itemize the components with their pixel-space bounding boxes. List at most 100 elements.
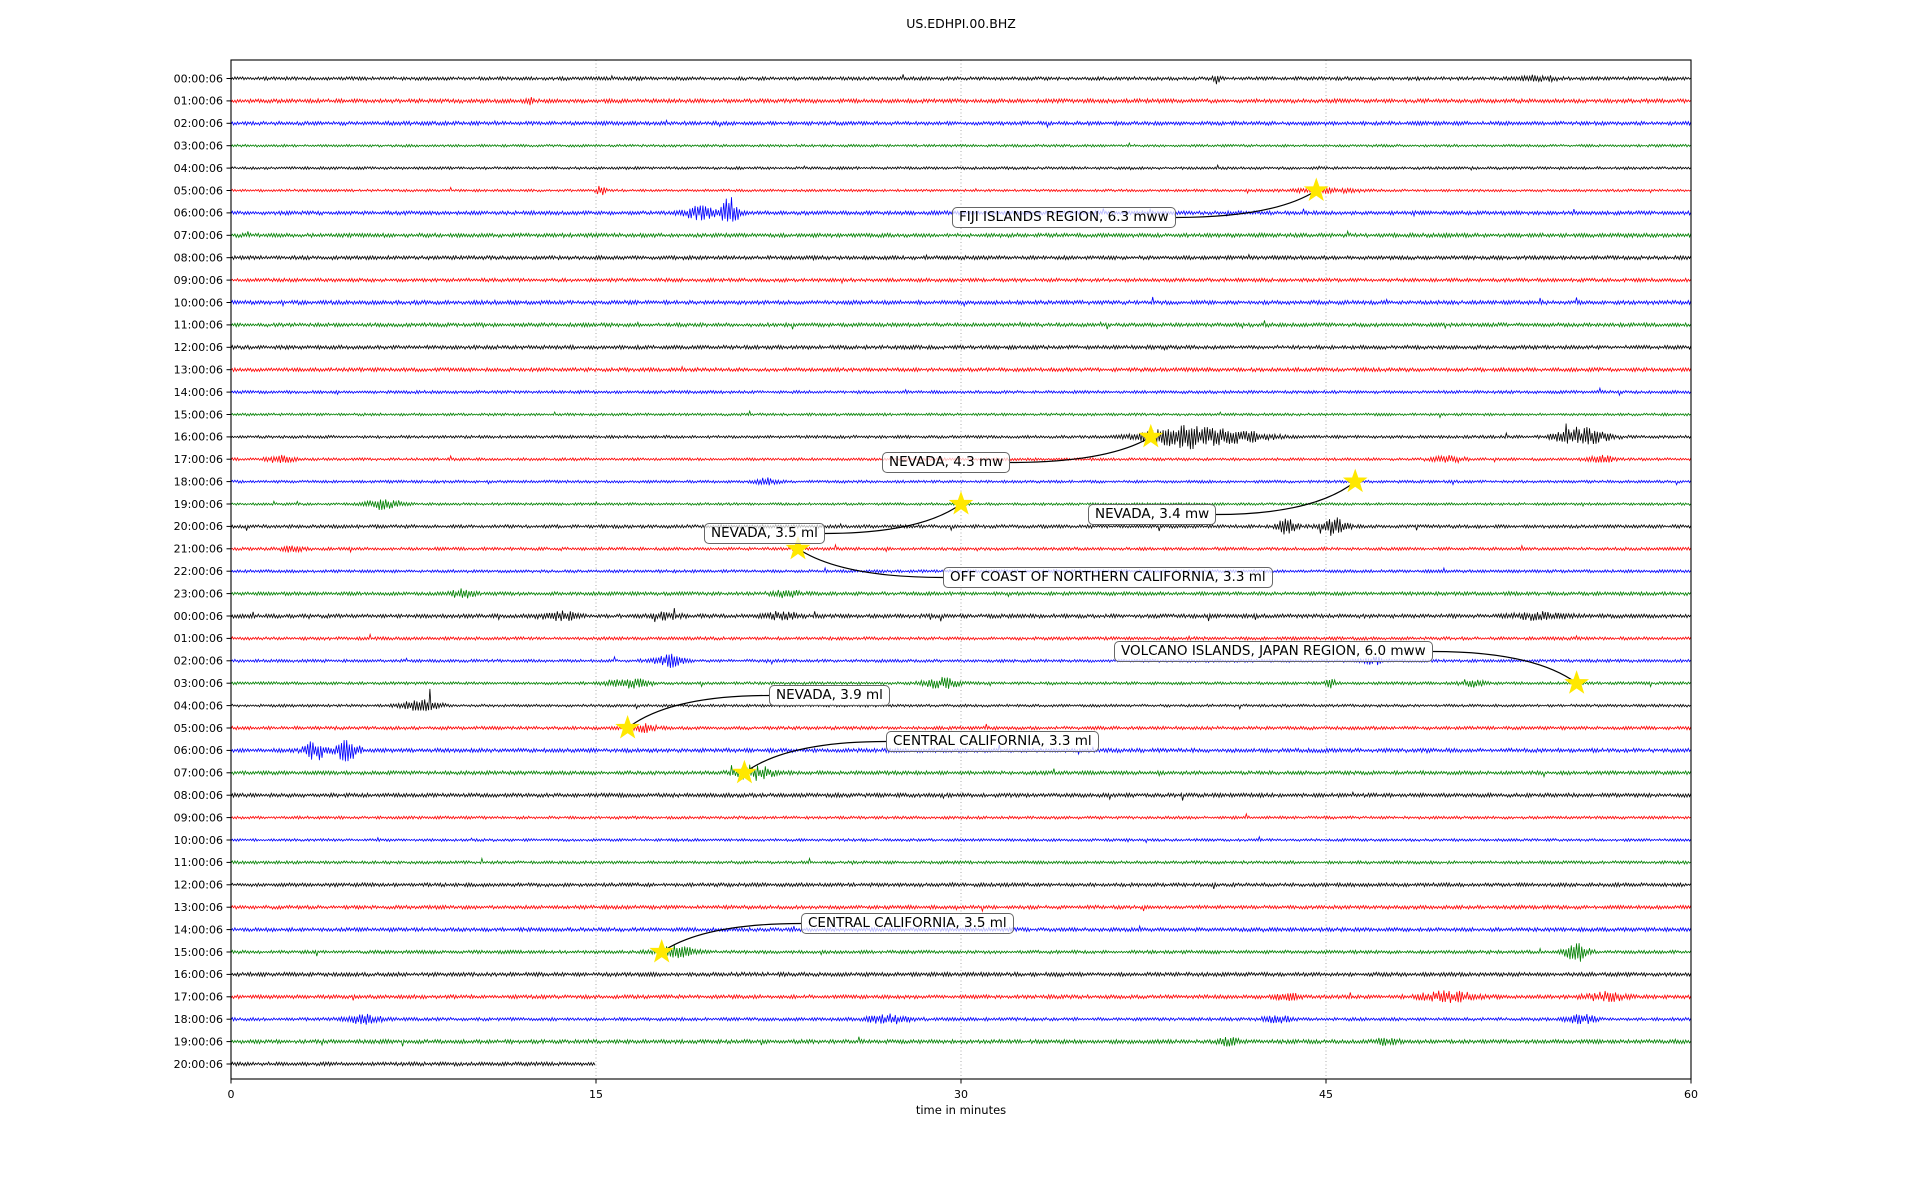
event-leader-line	[744, 740, 887, 774]
y-axis-label: 17:00:06	[174, 453, 223, 466]
event-star-icon	[649, 938, 675, 963]
trace-row	[230, 1060, 596, 1068]
trace-row	[230, 881, 1692, 889]
trace-row	[230, 791, 1692, 801]
trace-row	[230, 1013, 1692, 1025]
event-label: CENTRAL CALIFORNIA, 3.3 ml	[886, 731, 1099, 752]
event-star-icon	[615, 714, 641, 739]
trace-row	[230, 723, 1692, 733]
event-label: CENTRAL CALIFORNIA, 3.5 ml	[801, 913, 1014, 934]
y-axis-label: 14:00:06	[174, 386, 223, 399]
event-star-icon	[1342, 468, 1368, 493]
y-axis-label: 11:00:06	[174, 856, 223, 869]
plot-frame	[230, 59, 1692, 1080]
trace-row	[230, 1036, 1692, 1047]
event-label: NEVADA, 3.9 ml	[769, 685, 890, 706]
event-label: NEVADA, 3.4 mw	[1088, 504, 1217, 525]
y-axis-label: 08:00:06	[174, 252, 223, 265]
trace-row	[230, 904, 1692, 913]
event-leader-line	[824, 503, 962, 535]
x-axis-tick-label: 15	[589, 1088, 603, 1101]
event-star-icon	[732, 759, 757, 784]
trace-row	[230, 141, 1692, 149]
y-axis-label: 16:00:06	[174, 431, 223, 444]
y-axis-label: 02:00:06	[174, 655, 223, 668]
y-axis-label: 20:00:06	[174, 520, 223, 533]
x-axis-tick-label: 0	[228, 1088, 235, 1101]
y-axis-label: 01:00:06	[174, 95, 223, 108]
x-axis-title: time in minutes	[916, 1103, 1006, 1117]
event-label: FIJI ISLANDS REGION, 6.3 mww	[952, 207, 1176, 228]
y-axis-label: 03:00:06	[174, 677, 223, 690]
y-axis-label: 17:00:06	[174, 991, 223, 1004]
trace-row	[230, 812, 1692, 821]
trace-row	[230, 185, 1692, 196]
y-axis-label: 00:00:06	[174, 610, 223, 623]
trace-row	[230, 517, 1692, 536]
y-axis-label: 07:00:06	[174, 229, 223, 242]
trace-row	[230, 653, 1692, 668]
trace-row	[230, 943, 1692, 962]
x-axis-tick-label: 30	[954, 1088, 968, 1101]
y-axis-label: 20:00:06	[174, 1058, 223, 1071]
trace-row	[230, 320, 1692, 330]
x-axis-tick-label: 60	[1684, 1088, 1698, 1101]
y-axis-label: 13:00:06	[174, 901, 223, 914]
trace-row	[230, 856, 1692, 866]
event-star-icon	[1564, 670, 1590, 694]
y-axis-label: 00:00:06	[174, 72, 223, 85]
event-leader-line	[661, 922, 802, 953]
trace-row	[230, 971, 1692, 978]
trace-row	[230, 835, 1692, 844]
trace-row	[230, 365, 1692, 373]
y-axis-label: 23:00:06	[174, 587, 223, 600]
event-star-icon	[948, 490, 974, 515]
y-axis-label: 09:00:06	[174, 811, 223, 824]
event-leader-line	[797, 548, 944, 579]
y-axis-label: 22:00:06	[174, 565, 223, 578]
y-axis-label: 04:00:06	[174, 162, 223, 175]
event-leader-line	[1009, 436, 1152, 464]
trace-row	[230, 688, 1692, 712]
event-star-icon	[1138, 423, 1164, 448]
chart-title: US.EDHPI.00.BHZ	[906, 16, 1016, 31]
y-axis-label: 01:00:06	[174, 632, 223, 645]
trace-row	[230, 409, 1692, 419]
y-axis-label: 03:00:06	[174, 140, 223, 153]
trace-row	[230, 764, 1692, 781]
y-axis-label: 13:00:06	[174, 364, 223, 377]
event-leader-line	[1175, 189, 1317, 219]
trace-row	[230, 296, 1692, 308]
y-axis-label: 21:00:06	[174, 543, 223, 556]
trace-row	[230, 386, 1692, 397]
y-axis-label: 18:00:06	[174, 475, 223, 488]
x-axis-tick-label: 45	[1319, 1088, 1333, 1101]
event-label: NEVADA, 3.5 ml	[704, 523, 825, 544]
trace-row	[230, 990, 1692, 1004]
trace-row	[230, 97, 1692, 106]
trace-row	[230, 543, 1692, 554]
y-axis-label: 08:00:06	[174, 789, 223, 802]
trace-row	[230, 163, 1692, 171]
y-axis-label: 10:00:06	[174, 834, 223, 847]
trace-row	[230, 676, 1692, 689]
event-star-icon	[785, 535, 811, 560]
trace-row	[230, 423, 1692, 450]
y-axis-label: 05:00:06	[174, 184, 223, 197]
y-axis-label: 19:00:06	[174, 1035, 223, 1048]
y-axis-label: 06:00:06	[174, 207, 223, 220]
y-axis-label: 07:00:06	[174, 767, 223, 780]
y-axis-label: 09:00:06	[174, 274, 223, 287]
y-axis-label: 02:00:06	[174, 117, 223, 130]
event-leader-line	[1432, 650, 1577, 684]
trace-row	[230, 277, 1692, 285]
y-axis-label: 14:00:06	[174, 923, 223, 936]
y-axis-label: 06:00:06	[174, 744, 223, 757]
y-axis-label: 15:00:06	[174, 408, 223, 421]
y-axis-label: 16:00:06	[174, 968, 223, 981]
trace-row	[230, 118, 1692, 129]
y-axis-label: 10:00:06	[174, 296, 223, 309]
trace-row	[230, 229, 1692, 239]
